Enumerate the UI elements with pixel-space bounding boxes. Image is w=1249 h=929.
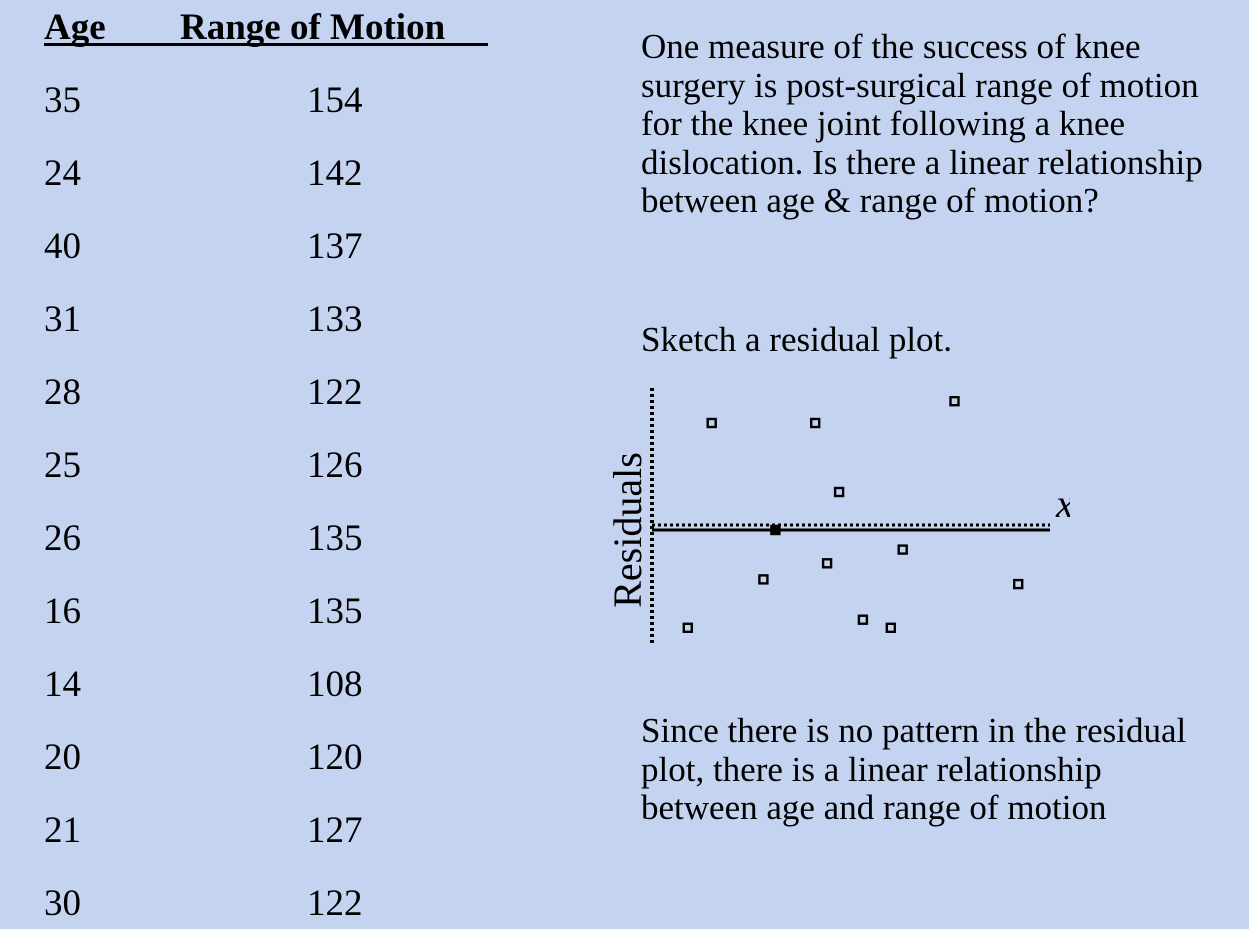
residuals-axis-label: Residuals: [605, 452, 650, 608]
range-of-motion-cell: 142: [307, 153, 363, 194]
age-cell: 14: [44, 664, 81, 705]
table-row: 20 120: [44, 733, 464, 783]
residual-point: [1013, 578, 1024, 590]
table-row: 26 135: [44, 514, 464, 564]
residual-point: [706, 417, 717, 429]
range-of-motion-cell: 135: [307, 518, 363, 559]
range-of-motion-cell: 133: [307, 299, 363, 340]
residual-point: [821, 558, 833, 569]
age-cell: 31: [44, 299, 81, 340]
x-axis-label: x: [1055, 481, 1070, 526]
age-cell: 26: [44, 518, 81, 559]
age-cell: 24: [44, 153, 81, 194]
table-row: 25 126: [44, 441, 464, 491]
age-cell: 28: [44, 372, 81, 413]
range-of-motion-header: Range of Motion: [180, 7, 446, 48]
age-cell: 16: [44, 591, 81, 632]
age-cell: 30: [44, 883, 81, 924]
residual-point: [833, 486, 845, 498]
range-of-motion-cell: 120: [307, 737, 363, 778]
age-cell: 40: [44, 226, 81, 267]
residual-point: [885, 622, 896, 634]
table-row: 31 133: [44, 295, 464, 345]
residual-point: [809, 417, 821, 429]
table-row: 24 142: [44, 149, 464, 199]
range-of-motion-cell: 137: [307, 226, 363, 267]
age-header: Age: [44, 7, 106, 48]
table-row: 16 135: [44, 587, 464, 637]
table-row: 40 137: [44, 222, 464, 272]
residual-points: [682, 396, 1024, 634]
residual-point: [758, 574, 769, 585]
residual-point: [897, 544, 908, 555]
range-of-motion-cell: 122: [307, 372, 363, 413]
table-row: 35 154: [44, 76, 464, 126]
residual-point: [949, 396, 960, 407]
instruction-text: Sketch a residual plot.: [641, 320, 953, 359]
question-text: One measure of the success of knee surge…: [641, 27, 1203, 220]
table-row: 30 122: [44, 879, 464, 929]
age-cell: 25: [44, 445, 81, 486]
age-cell: 21: [44, 810, 81, 851]
age-cell: 20: [44, 737, 81, 778]
header-underline: [44, 43, 488, 46]
table-row: 21 127: [44, 806, 464, 856]
conclusion-text: Since there is no pattern in the residua…: [641, 711, 1187, 827]
range-of-motion-cell: 126: [307, 445, 363, 486]
table-row: 28 122: [44, 368, 464, 418]
age-cell: 35: [44, 80, 81, 121]
residual-point: [682, 622, 694, 634]
residual-plot: Residuals x: [605, 388, 1070, 646]
range-of-motion-cell: 135: [307, 591, 363, 632]
range-of-motion-cell: 108: [307, 664, 363, 705]
range-of-motion-cell: 122: [307, 883, 363, 924]
residual-point: [857, 614, 869, 625]
residual-point: [770, 524, 781, 536]
table-row: 14 108: [44, 660, 464, 710]
range-of-motion-cell: 154: [307, 80, 363, 121]
range-of-motion-cell: 127: [307, 810, 363, 851]
data-table: 35 154 24 142 40 137 31 133 28 122 25 126 26 135 16 135…: [44, 76, 464, 924]
